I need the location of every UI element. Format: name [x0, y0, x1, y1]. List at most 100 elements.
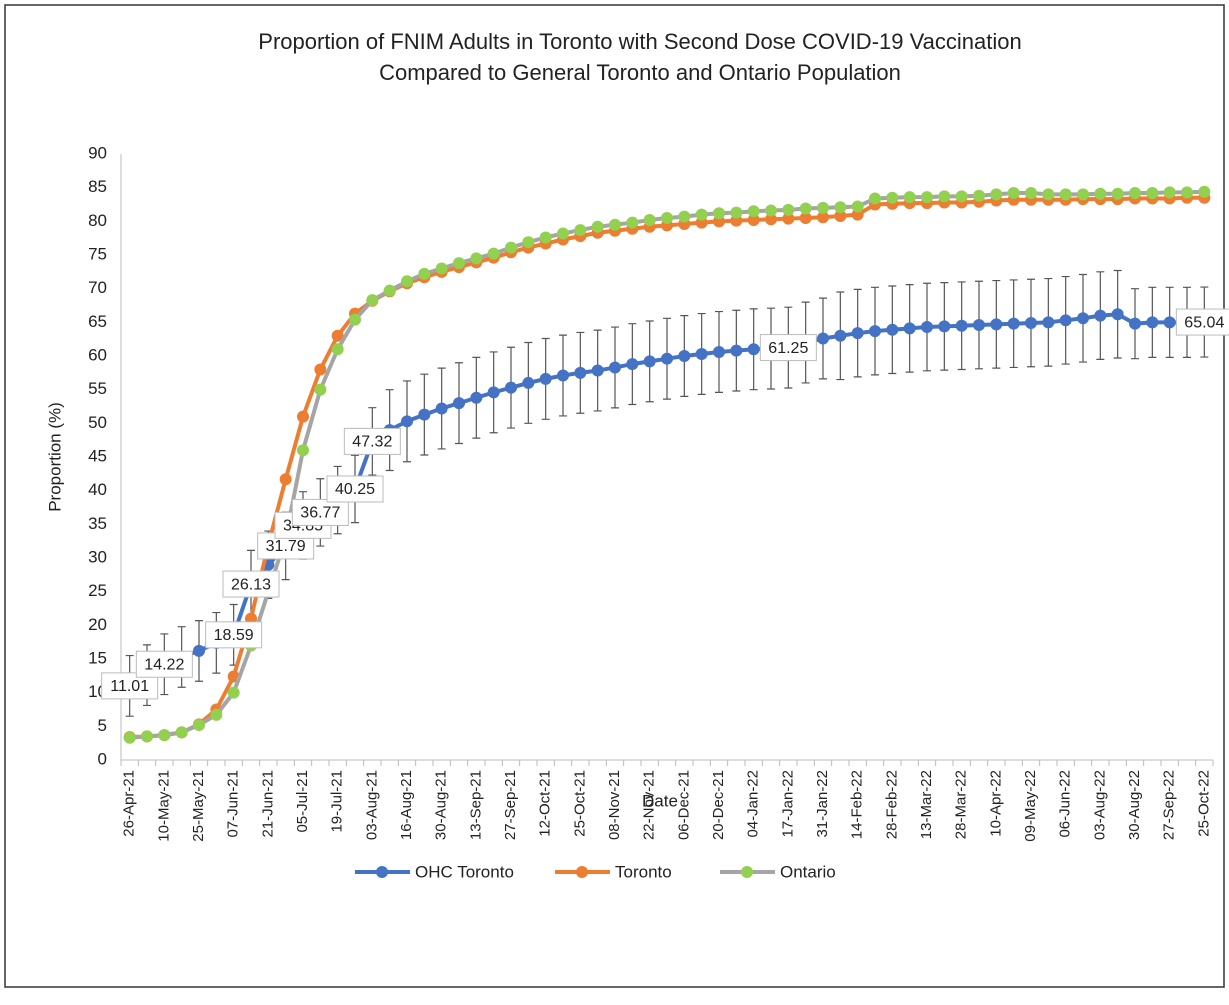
point [557, 369, 569, 382]
point [869, 325, 881, 338]
x-tick-label: 05-Jul-21 [294, 770, 311, 833]
y-tick-label: 30 [88, 547, 107, 566]
point [747, 343, 760, 356]
data-label-box [222, 570, 280, 598]
point [817, 201, 829, 214]
point [1042, 188, 1055, 201]
point [574, 224, 587, 237]
point [349, 313, 361, 326]
y-tick-label: 90 [88, 143, 107, 162]
point [453, 257, 465, 270]
point [175, 726, 188, 739]
point [695, 208, 708, 221]
x-tick-label: 03-Aug-22 [1091, 770, 1108, 840]
y-tick-label: 50 [88, 413, 107, 432]
point [973, 189, 985, 202]
point [1129, 317, 1141, 330]
point [591, 220, 604, 233]
x-tick-label: 06-Jun-22 [1057, 770, 1074, 838]
legend-marker [576, 866, 588, 878]
point [1094, 309, 1107, 322]
point [435, 262, 448, 275]
point [193, 644, 205, 657]
x-tick-label: 06-Dec-21 [675, 770, 692, 840]
point [851, 327, 864, 340]
point [799, 211, 812, 224]
point [1077, 312, 1089, 325]
point [279, 473, 292, 486]
point [505, 381, 517, 394]
point [470, 391, 483, 404]
point [435, 402, 448, 415]
legend-label: Ontario [780, 862, 836, 881]
point [609, 218, 621, 231]
point [522, 376, 535, 389]
y-tick-label: 60 [88, 345, 107, 364]
data-label: 26.13 [231, 576, 271, 593]
point [869, 192, 881, 205]
point [886, 191, 899, 204]
point [522, 236, 535, 249]
point [834, 209, 847, 222]
x-tick-label: 25-Oct-21 [571, 770, 588, 837]
point [1025, 187, 1037, 200]
point [730, 206, 743, 219]
x-tick-label: 12-Oct-21 [537, 770, 554, 837]
chart-border [4, 4, 1225, 988]
y-tick-label: 45 [88, 446, 107, 465]
x-tick-label: 09-May-22 [1022, 770, 1039, 842]
y-tick-label: 20 [88, 615, 107, 634]
y-tick-label: 5 [98, 716, 107, 735]
point [643, 355, 656, 368]
x-tick-label: 25-May-21 [190, 770, 207, 842]
point [401, 415, 413, 428]
x-tick-label: 22-Nov-21 [641, 770, 658, 840]
point [1077, 188, 1089, 201]
point [626, 216, 639, 229]
point [765, 204, 777, 217]
point [1059, 188, 1072, 201]
point [730, 344, 743, 357]
point [990, 318, 1003, 331]
y-tick-label: 40 [88, 480, 107, 499]
point [661, 211, 673, 224]
data-label: 40.25 [335, 481, 375, 498]
point [955, 190, 968, 203]
point [1025, 317, 1037, 330]
legend-marker [741, 866, 753, 878]
point [661, 352, 673, 365]
y-axis-title: Proportion (%) [45, 402, 64, 512]
point [834, 329, 847, 342]
point [539, 231, 552, 244]
point [609, 361, 621, 374]
point [366, 294, 379, 307]
point [1042, 316, 1055, 329]
data-label: 65.04 [1184, 314, 1224, 331]
point [487, 247, 500, 260]
x-tick-label: 07-Jun-21 [225, 770, 242, 838]
point [331, 343, 344, 356]
point [678, 350, 691, 362]
chart-title: Compared to General Toronto and Ontario … [379, 60, 901, 85]
point [747, 213, 760, 226]
point [782, 203, 795, 216]
point [1094, 187, 1107, 200]
point [938, 320, 951, 333]
x-tick-label: 17-Jan-22 [779, 770, 796, 838]
point [193, 718, 205, 731]
point [1059, 314, 1072, 327]
x-axis-title: Date [642, 791, 678, 810]
x-tick-label: 27-Sep-21 [502, 770, 519, 840]
data-label: 61.25 [768, 340, 808, 357]
point [955, 319, 968, 332]
point [713, 207, 725, 220]
point [487, 386, 500, 399]
y-tick-label: 25 [88, 581, 107, 600]
point [817, 211, 829, 224]
data-label-box [291, 498, 349, 526]
data-label-box [759, 334, 817, 362]
y-tick-label: 80 [88, 211, 107, 230]
point [418, 267, 431, 280]
x-tick-label: 31-Jan-22 [814, 770, 831, 838]
